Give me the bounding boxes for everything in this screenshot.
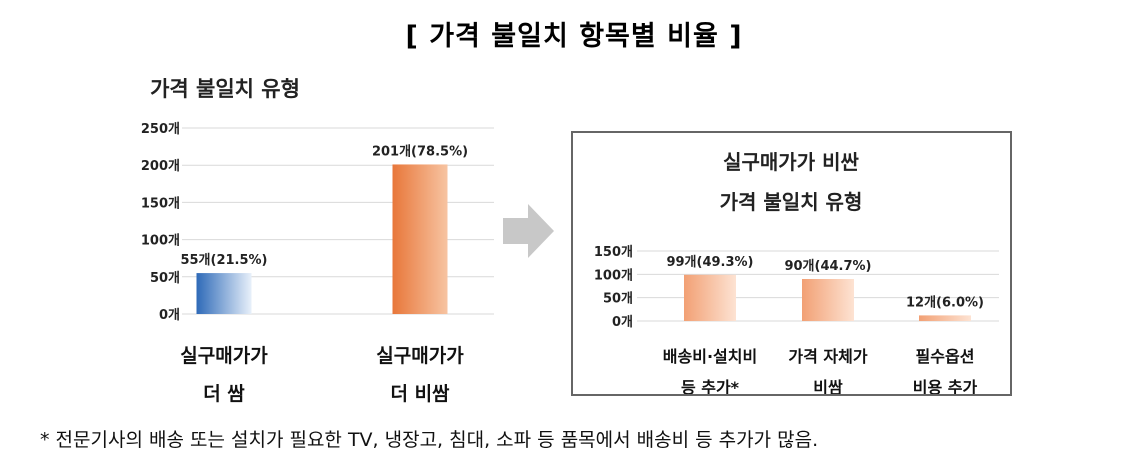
right-chart-title-line-2: 가격 불일치 유형 [720,190,863,214]
right-category-label: 등 추가* [681,378,740,394]
right-bar [919,315,971,321]
left-data-label: 201개(78.5%) [372,144,468,159]
right-data-label: 90개(44.7%) [784,259,871,274]
right-chart-panel: 실구매가가 비싼 가격 불일치 유형 0개 50개 100개 150개 99개(49.… [571,131,1012,396]
left-bar [196,273,252,314]
left-chart-title: 가격 불일치 유형 [150,77,300,101]
right-bar [802,279,854,321]
left-category-label: 실구매가가 [376,345,464,367]
right-category-label: 가격 자체가 [788,347,867,366]
right-category-label: 비용 추가 [913,378,978,394]
right-y-tick-label: 50개 [603,292,633,307]
left-bar-chart: 가격 불일치 유형 0개 50개 100개 150개 200개 250개 55개(21.5… [141,77,494,405]
left-category-label: 실구매가가 [180,345,268,367]
right-y-tick-label: 100개 [594,268,633,283]
left-category-label: 더 비쌈 [390,383,450,405]
right-category-label: 비쌈 [813,378,843,394]
right-bar-chart: 실구매가가 비싼 가격 불일치 유형 0개 50개 100개 150개 99개(49.… [594,150,999,394]
right-y-tick-label: 0개 [612,315,633,330]
left-y-tick-label: 150개 [141,196,180,211]
page-title: [ 가격 불일치 항목별 비율 ] [405,21,743,52]
footnote: * 전문기사의 배송 또는 설치가 필요한 TV, 냉장고, 침대, 소파 등 … [40,429,819,451]
left-bar [392,164,448,314]
right-category-label: 배송비·설치비 [663,347,757,366]
right-arrow-icon [503,204,554,258]
left-y-tick-label: 50개 [150,271,180,286]
left-category-label: 더 쌈 [203,383,245,405]
left-y-tick-label: 200개 [141,159,180,174]
left-data-label: 55개(21.5%) [180,253,267,268]
left-y-tick-label: 250개 [141,122,180,137]
left-y-tick-label: 100개 [141,234,180,249]
right-y-tick-label: 150개 [594,245,633,260]
right-data-label: 12개(6.0%) [906,295,984,310]
right-bar [684,274,736,321]
right-data-label: 99개(49.3%) [666,255,753,270]
right-chart-title-line-1: 실구매가가 비싼 [723,150,859,174]
right-category-label: 필수옵션 [916,347,975,366]
left-y-tick-label: 0개 [159,308,180,323]
